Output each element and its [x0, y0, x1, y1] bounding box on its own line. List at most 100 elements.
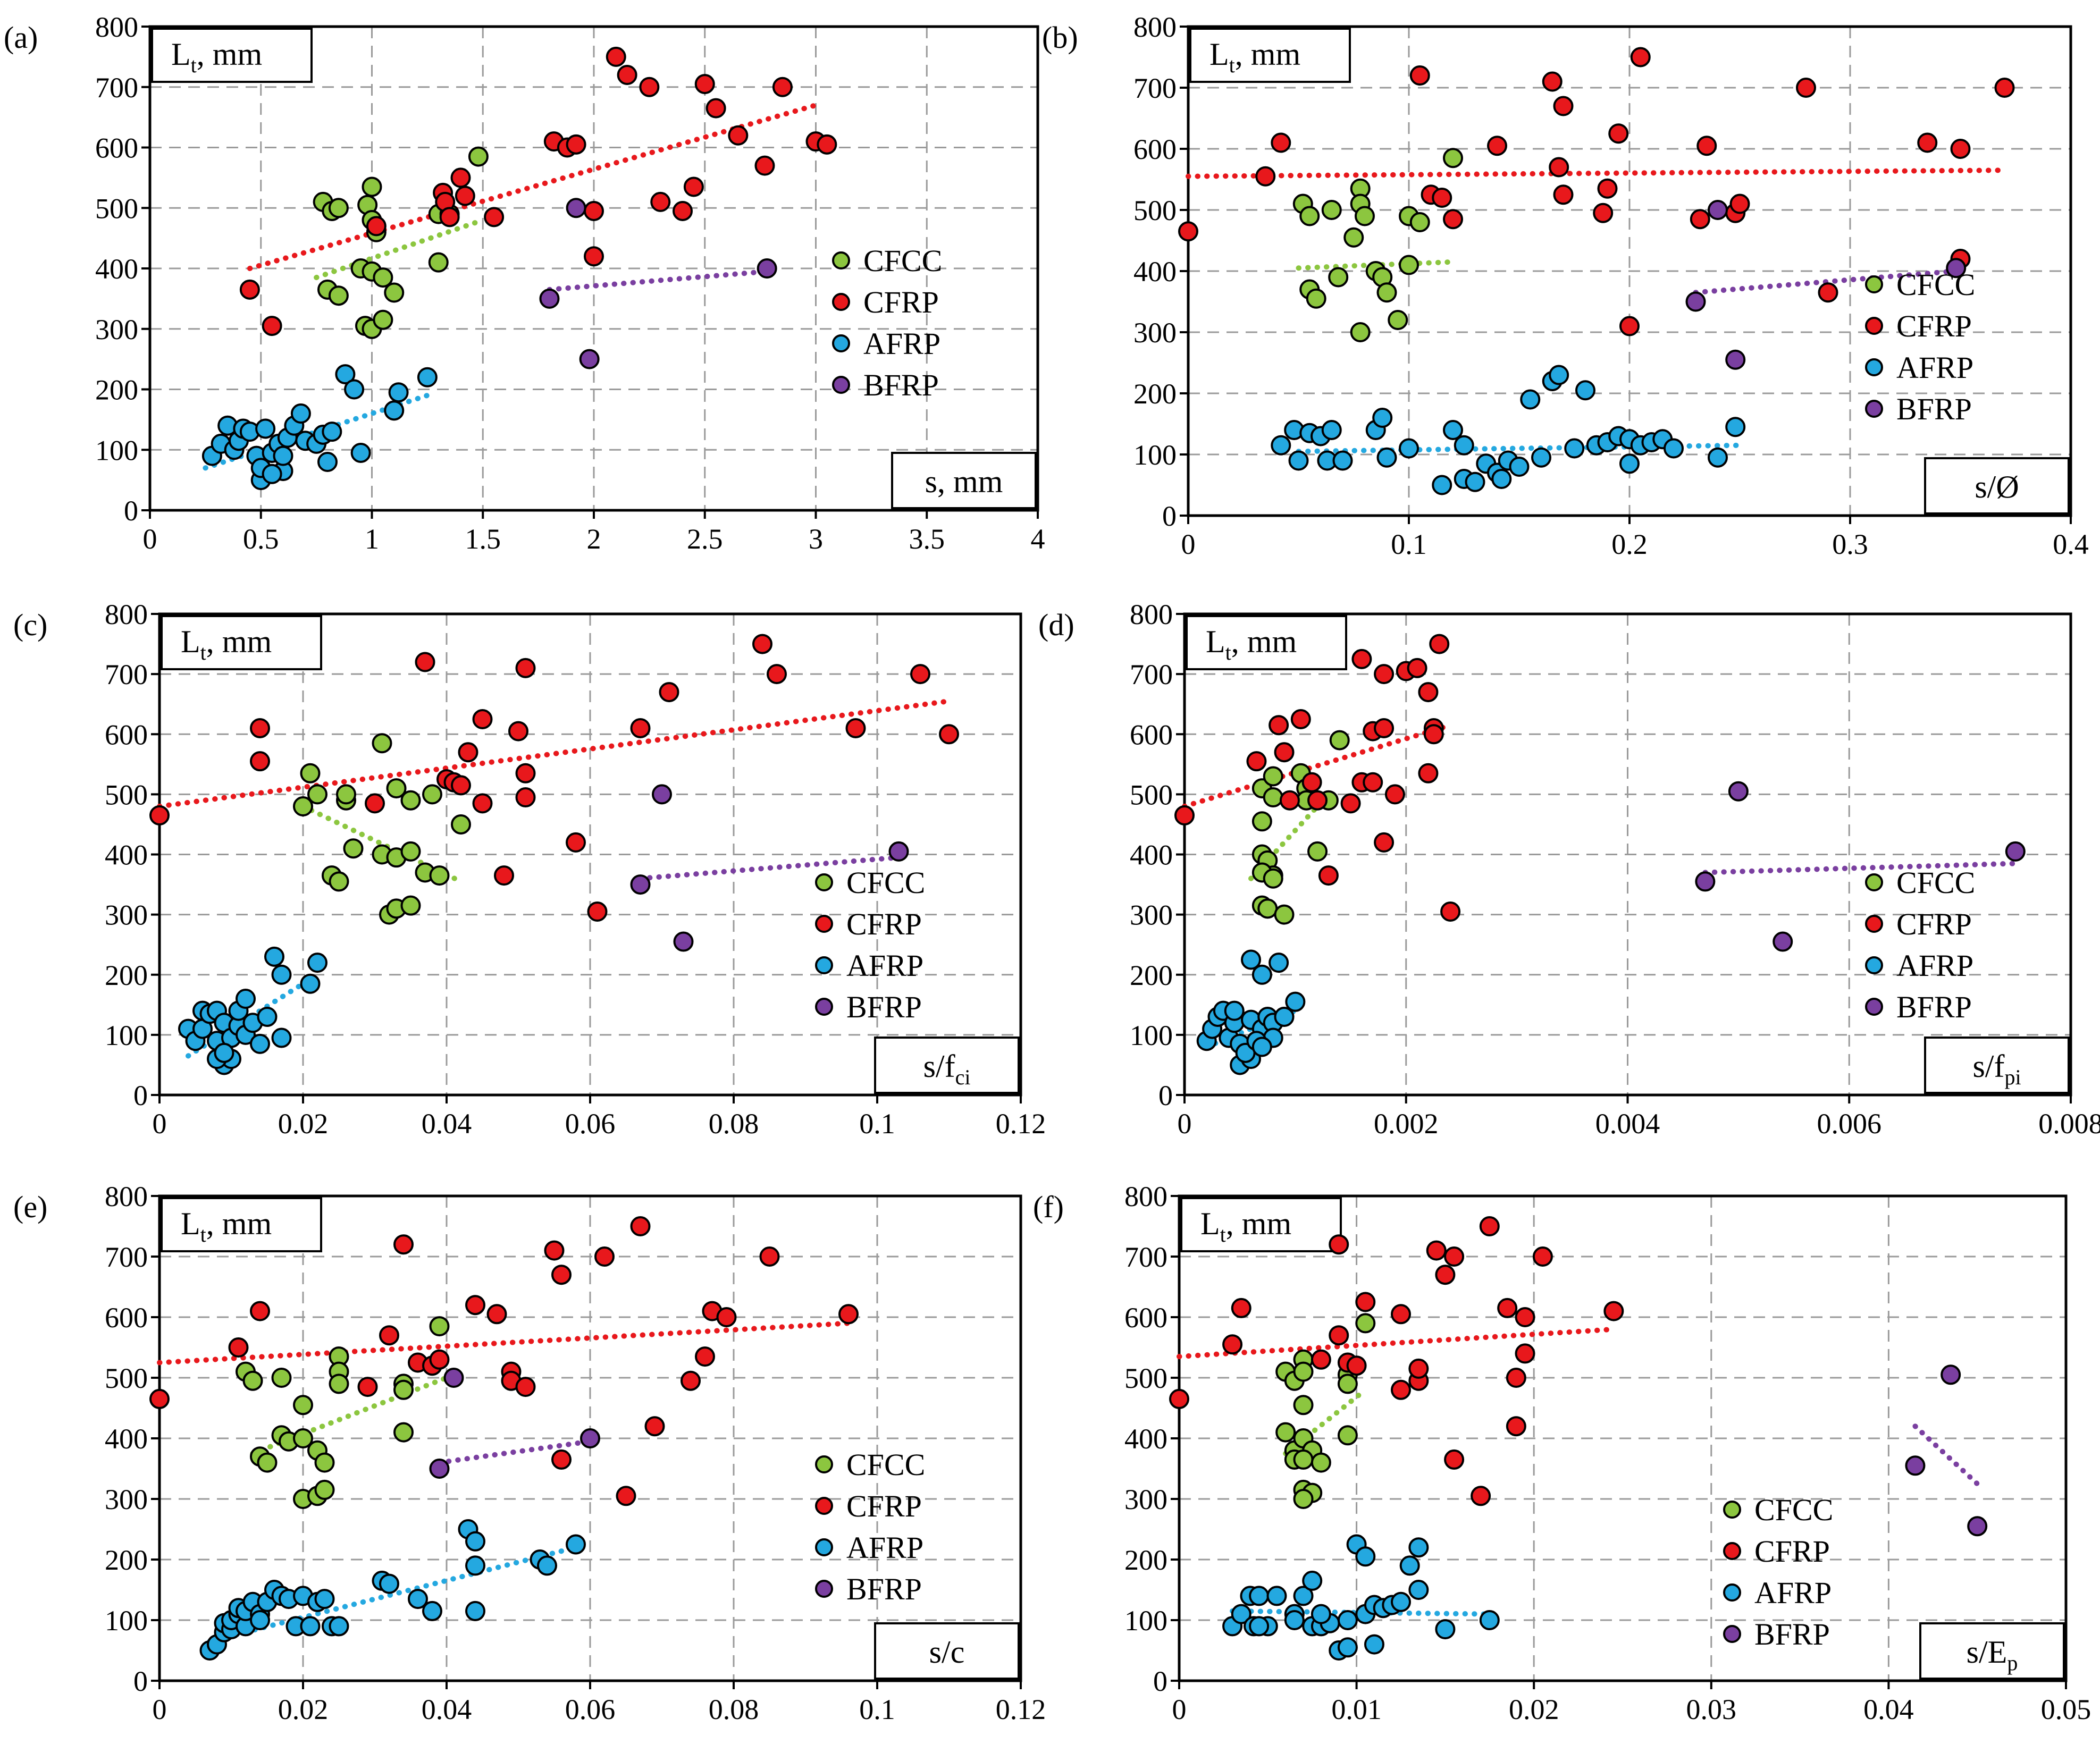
- x-tick-label: 0.02: [278, 1693, 329, 1725]
- trendline-cfcc: [314, 217, 486, 281]
- legend-label-cfcc: CFCC: [846, 1447, 925, 1482]
- data-point-cfcc: [468, 146, 489, 167]
- data-point-cfcc: [384, 282, 405, 303]
- x-axis-label-text: s, mm: [925, 464, 1003, 499]
- data-point-bfrp: [1905, 1455, 1926, 1476]
- y-tick-label: 500: [105, 1362, 148, 1394]
- data-point-cfcc: [1343, 227, 1364, 248]
- x-axis-label-box: [1924, 457, 2070, 515]
- y-tick-label: 800: [105, 599, 148, 630]
- data-point-afrp: [322, 422, 342, 442]
- y-tick-label: 200: [1124, 1544, 1167, 1576]
- panel-label: (c): [13, 608, 47, 642]
- data-point-cfcc: [1399, 255, 1419, 275]
- data-point-cfcc: [257, 1452, 278, 1473]
- y-tick-label: 100: [105, 1605, 148, 1637]
- data-point-cfrp: [1391, 1379, 1411, 1400]
- legend-label-bfrp: BFRP: [846, 990, 922, 1024]
- trendline-bfrp: [436, 1438, 593, 1465]
- data-point-cfcc: [1355, 1313, 1376, 1334]
- data-point-bfrp: [443, 1368, 464, 1388]
- legend-label-cfcc: CFCC: [846, 865, 925, 900]
- data-point-cfrp: [1329, 1234, 1349, 1255]
- data-point-bfrp: [539, 288, 560, 309]
- x-tick-label: 0.12: [996, 1108, 1046, 1140]
- data-point-bfrp: [1725, 349, 1746, 370]
- data-point-cfrp: [239, 279, 260, 300]
- series-bfrp: [429, 1368, 600, 1479]
- legend-label-afrp: AFRP: [1896, 948, 1973, 983]
- x-tick-label: 4: [1031, 523, 1045, 555]
- data-point-cfcc: [1337, 1425, 1358, 1446]
- data-point-afrp: [1391, 1591, 1411, 1612]
- data-point-afrp: [350, 442, 371, 463]
- y-axis-label-text: Lt, mm: [1206, 624, 1297, 664]
- data-point-cfrp: [1178, 221, 1198, 242]
- series-bfrp: [1685, 200, 1967, 370]
- data-point-cfcc: [429, 865, 450, 886]
- data-point-cfrp: [366, 216, 387, 237]
- x-axis-label-text: s/fpi: [1972, 1049, 2021, 1089]
- data-point-cfcc: [1355, 206, 1375, 226]
- data-point-afrp: [307, 953, 327, 973]
- data-point-afrp: [1443, 420, 1463, 440]
- data-point-cfrp: [250, 751, 270, 772]
- data-point-cfrp: [584, 246, 604, 267]
- trendline-cfrp: [247, 102, 819, 271]
- x-tick-label: 0.008: [2038, 1108, 2100, 1140]
- data-point-cfrp: [1391, 1304, 1411, 1325]
- y-tick-label: 700: [105, 1241, 148, 1273]
- series-cfrp: [1174, 634, 1461, 922]
- data-point-afrp: [1337, 1637, 1358, 1658]
- data-point-afrp: [1288, 450, 1309, 471]
- data-point-cfcc: [451, 814, 471, 835]
- legend-marker-cfcc: [815, 873, 833, 891]
- x-tick-label: 0.08: [709, 1108, 759, 1140]
- data-point-bfrp: [1967, 1516, 1988, 1537]
- data-point-bfrp: [2005, 841, 2026, 862]
- data-point-cfrp: [458, 742, 478, 763]
- data-point-cfcc: [1299, 206, 1320, 226]
- legend-label-bfrp: BFRP: [846, 1572, 922, 1606]
- data-point-cfrp: [1271, 132, 1291, 153]
- trendline-cfrp: [157, 698, 952, 809]
- y-tick-label: 200: [95, 374, 138, 406]
- data-point-afrp: [1399, 1555, 1420, 1576]
- data-point-cfrp: [1515, 1307, 1535, 1327]
- panel-f: 0 0.01 0.02 0.03 0.04 0.05 0 100 200 300 400 500 600…: [1033, 1181, 2091, 1725]
- data-point-cfrp: [508, 721, 528, 742]
- data-point-cfrp: [644, 1416, 665, 1437]
- data-point-bfrp: [757, 258, 777, 279]
- data-point-cfrp: [1169, 1388, 1189, 1409]
- data-point-cfrp: [630, 718, 651, 738]
- y-tick-label: 400: [1133, 256, 1177, 288]
- data-point-afrp: [422, 1600, 442, 1621]
- data-point-cfrp: [728, 125, 749, 146]
- data-point-cfrp: [451, 775, 471, 796]
- data-point-afrp: [1241, 949, 1262, 970]
- x-tick-label: 0.04: [1863, 1693, 1914, 1725]
- data-point-afrp: [379, 1573, 399, 1594]
- data-point-cfrp: [494, 865, 514, 886]
- data-point-cfrp: [1818, 282, 1838, 303]
- legend-label-afrp: AFRP: [846, 948, 923, 983]
- panel-label: (a): [4, 20, 38, 55]
- data-point-afrp: [1399, 438, 1419, 459]
- data-point-cfrp: [1796, 78, 1816, 98]
- series-afrp: [178, 946, 327, 1075]
- panel-b: 0 0.1 0.2 0.3 0.4 0 100 200 300 400 500 600 700 800 (b…: [1042, 11, 2089, 560]
- y-axis-label-box: [1180, 1197, 1342, 1252]
- legend-label-cfrp: CFRP: [1896, 309, 1972, 343]
- data-point-cfrp: [484, 207, 505, 228]
- y-axis-label-box: [1186, 615, 1347, 670]
- data-point-cfcc: [1275, 1422, 1296, 1443]
- data-point-cfcc: [336, 784, 356, 805]
- legend: CFCC CFRP AFRP BFRP: [1865, 865, 1975, 1024]
- legend-marker-afrp: [832, 334, 850, 352]
- x-axis-label-box: [874, 1037, 1020, 1094]
- data-point-cfrp: [472, 793, 493, 814]
- data-point-cfrp: [1435, 1265, 1456, 1285]
- data-point-cfrp: [1549, 157, 1569, 178]
- data-point-cfrp: [1426, 1240, 1447, 1261]
- data-point-cfrp: [1444, 1449, 1465, 1470]
